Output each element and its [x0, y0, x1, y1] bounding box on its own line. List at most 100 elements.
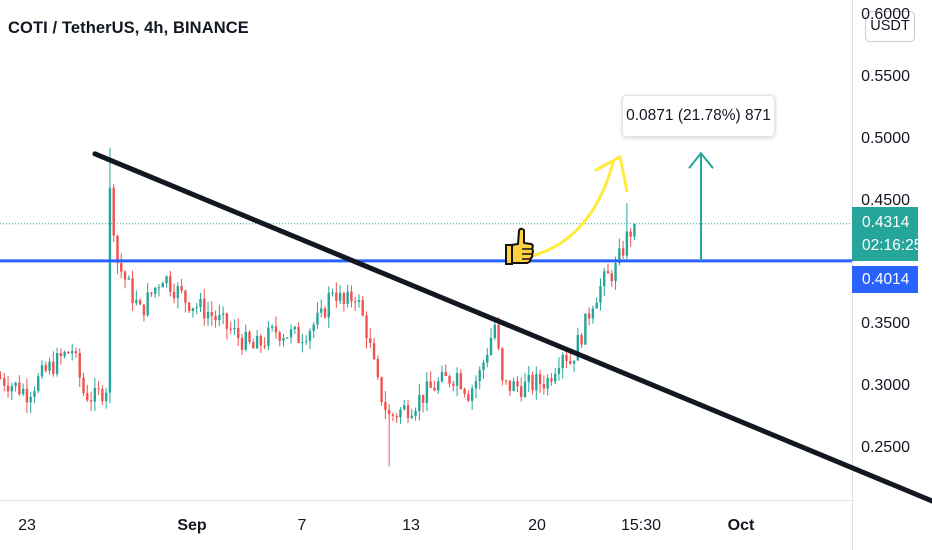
candle	[591, 305, 595, 324]
candle-series	[0, 147, 636, 467]
candle	[172, 283, 176, 304]
candle	[546, 374, 549, 396]
candle	[218, 304, 221, 327]
candle	[387, 403, 391, 467]
candle	[482, 359, 485, 379]
candle	[252, 338, 255, 349]
candle	[267, 321, 270, 351]
candle	[520, 377, 523, 402]
candle	[538, 369, 542, 393]
candle	[297, 322, 300, 344]
candle	[470, 384, 474, 410]
candle	[304, 335, 308, 346]
candle	[259, 333, 263, 353]
candle	[278, 330, 281, 347]
candle	[221, 306, 225, 325]
candle	[165, 275, 168, 288]
candle	[414, 407, 417, 421]
candle	[255, 330, 259, 349]
candle	[433, 380, 436, 392]
candle	[331, 288, 334, 297]
candle	[25, 378, 29, 414]
candle	[199, 292, 202, 312]
candle	[120, 253, 123, 279]
candle	[274, 316, 278, 339]
candle	[301, 333, 304, 353]
candle	[501, 347, 504, 386]
candle	[440, 365, 444, 383]
candle	[237, 318, 240, 346]
candle	[572, 360, 576, 372]
candle	[437, 377, 440, 394]
candle	[161, 281, 164, 288]
candle	[361, 295, 364, 317]
candle	[553, 368, 557, 385]
candle	[195, 302, 198, 315]
candle	[338, 285, 342, 305]
candle	[48, 357, 51, 375]
candle	[463, 387, 466, 398]
time-tick-label: 23	[18, 517, 36, 534]
price-tick-label: 0.5000	[861, 130, 910, 147]
chart-title: COTI / TetherUS, 4h, BINANCE	[8, 19, 249, 37]
candle	[320, 299, 323, 318]
candle	[206, 301, 210, 326]
thumbs-up-icon	[505, 227, 534, 265]
candle	[369, 327, 372, 349]
candle	[93, 377, 97, 412]
candle	[214, 310, 217, 328]
candle	[18, 375, 21, 396]
candle	[89, 391, 93, 412]
candle	[327, 286, 330, 329]
time-tick-label: 13	[402, 517, 420, 534]
candle	[406, 399, 410, 424]
candle	[3, 373, 6, 392]
candle	[67, 350, 70, 354]
price-tick-label: 0.3000	[861, 377, 910, 395]
currency-button[interactable]: USDT	[865, 11, 915, 42]
price-tick-label: 0.6000	[861, 6, 910, 24]
measure-label: 0.0871 (21.78%) 871	[622, 95, 775, 137]
candle	[531, 371, 534, 395]
candle	[346, 284, 349, 308]
candle	[70, 343, 74, 361]
candle	[282, 333, 285, 347]
time-tick-label: 20	[528, 517, 546, 534]
price-tick-label: 0.4500	[861, 191, 910, 209]
candle	[289, 324, 293, 344]
candle	[557, 357, 561, 381]
candle	[429, 371, 432, 389]
horizontal-line-price-tag: 0.4014	[852, 266, 918, 293]
candle	[493, 320, 497, 341]
candle	[63, 350, 66, 359]
price-tick-label: 0.5500	[861, 68, 910, 86]
candle	[316, 302, 319, 329]
candle	[504, 379, 508, 385]
candle	[629, 228, 632, 247]
candle	[154, 287, 157, 298]
candle	[86, 384, 89, 402]
candle	[448, 374, 451, 388]
candle	[561, 352, 564, 379]
candle	[55, 347, 59, 377]
candle	[550, 373, 553, 386]
candle	[467, 390, 470, 402]
candle	[293, 325, 297, 334]
candle	[229, 321, 232, 334]
candle	[391, 412, 395, 422]
trendline-drawing[interactable]	[92, 151, 932, 504]
candle	[372, 338, 376, 361]
candle	[342, 291, 346, 312]
candle	[380, 376, 383, 406]
candle	[569, 351, 572, 365]
candle	[512, 377, 515, 392]
candle	[384, 391, 387, 420]
measure-arrow-head	[688, 151, 714, 169]
candle	[410, 408, 413, 420]
candle	[180, 278, 183, 294]
candle	[131, 270, 134, 311]
candle	[123, 270, 127, 289]
candle	[335, 282, 338, 308]
candle	[350, 285, 353, 308]
